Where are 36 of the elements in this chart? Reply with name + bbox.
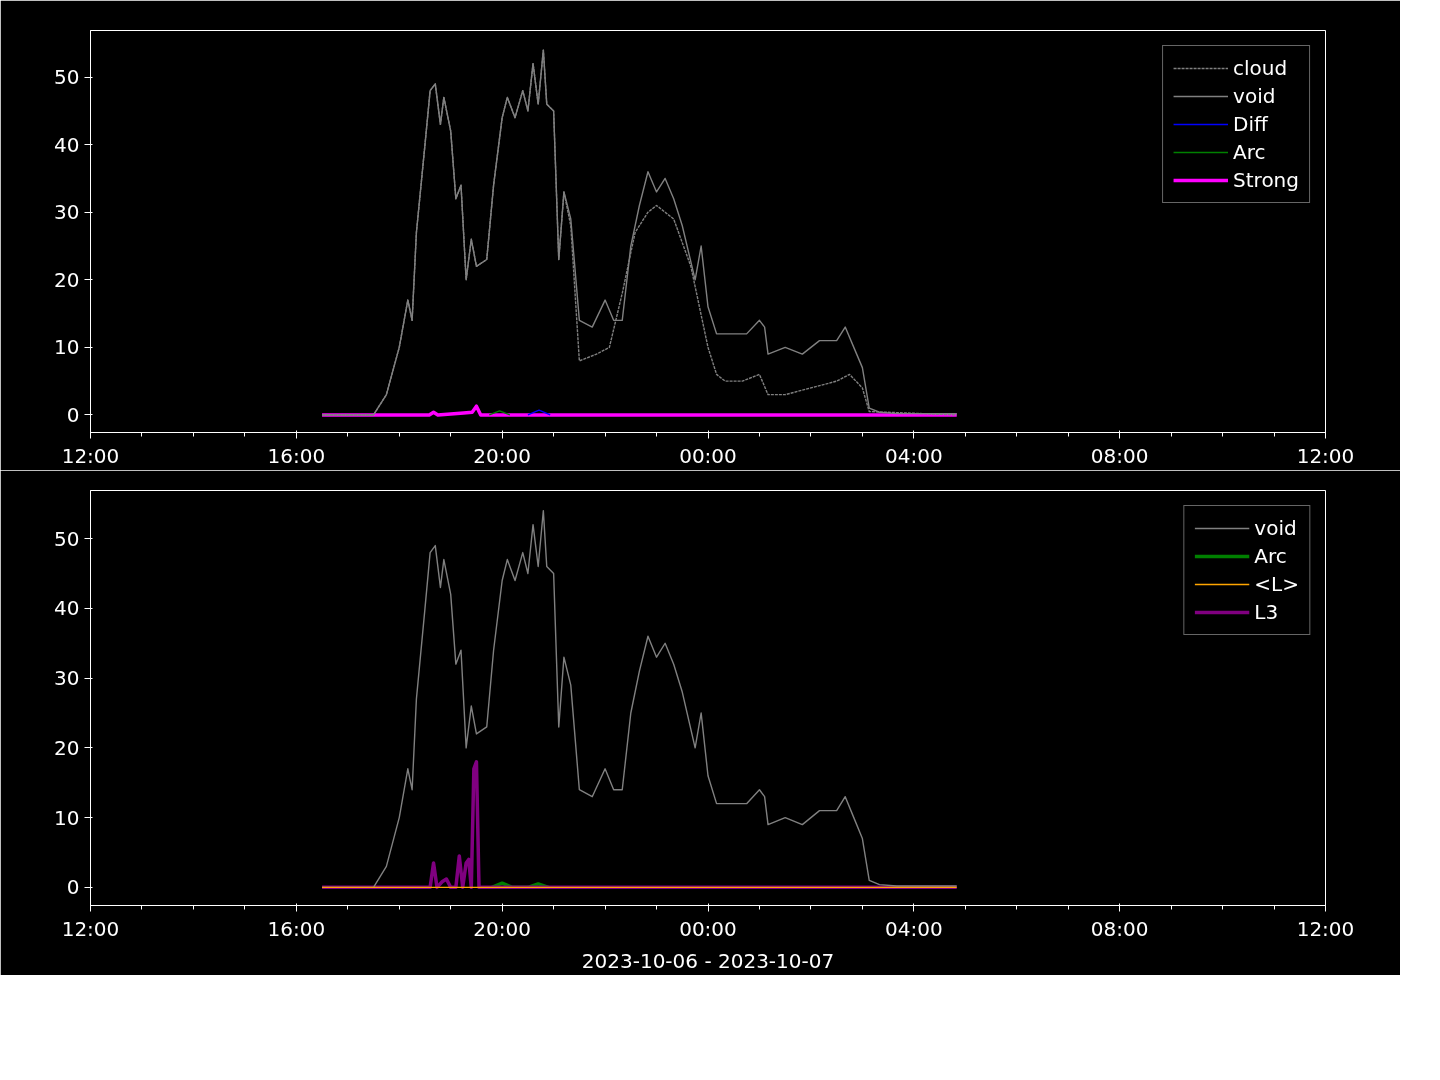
x-tick-label: 20:00 <box>473 443 531 468</box>
x-tick-label: 12:00 <box>61 916 120 941</box>
y-tick-label: 0 <box>66 402 80 427</box>
legend-label: cloud <box>1233 56 1288 80</box>
y-tick-label: 10 <box>54 335 80 360</box>
x-tick-label: 12:00 <box>1296 443 1355 468</box>
x-tick-label: 00:00 <box>679 916 737 941</box>
legend-label: L3 <box>1254 600 1279 624</box>
legend-label: Strong <box>1233 168 1299 192</box>
x-tick-label: 08:00 <box>1090 916 1149 941</box>
y-tick-label: 10 <box>54 805 80 830</box>
y-tick-label: 20 <box>54 267 80 292</box>
x-tick-label: 04:00 <box>885 916 943 941</box>
x-tick-label: 20:00 <box>473 916 531 941</box>
y-tick-label: 40 <box>54 132 80 157</box>
x-axis-title: 2023-10-06 - 2023-10-07 <box>581 948 835 973</box>
legend-label: void <box>1233 84 1276 108</box>
y-tick-label: 30 <box>54 666 80 691</box>
y-tick-label: 50 <box>54 526 80 551</box>
legend-label: Arc <box>1254 544 1287 568</box>
x-tick-label: 16:00 <box>267 916 326 941</box>
y-tick-label: 40 <box>54 596 80 621</box>
legend-label: Diff <box>1233 112 1268 136</box>
legend-label: Arc <box>1233 140 1266 164</box>
x-tick-label: 16:00 <box>267 443 326 468</box>
y-tick-label: 50 <box>54 65 80 90</box>
y-tick-label: 30 <box>54 200 80 225</box>
x-tick-label: 12:00 <box>1296 916 1355 941</box>
legend-label: void <box>1254 516 1297 540</box>
x-tick-label: 12:00 <box>61 443 120 468</box>
y-tick-label: 20 <box>54 735 80 760</box>
x-tick-label: 04:00 <box>885 443 943 468</box>
x-tick-label: 00:00 <box>679 443 737 468</box>
legend-label: <L> <box>1254 572 1299 596</box>
y-tick-label: 0 <box>66 875 80 900</box>
x-tick-label: 08:00 <box>1090 443 1149 468</box>
